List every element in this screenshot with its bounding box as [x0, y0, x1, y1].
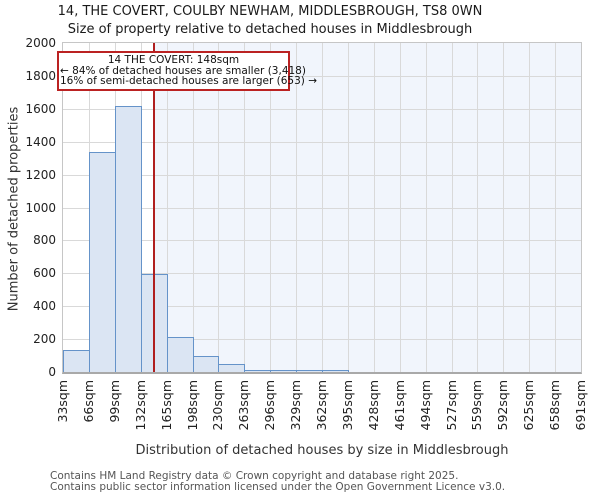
vertical-gridline [425, 43, 427, 372]
vertical-gridline [451, 43, 453, 372]
x-axis-label: Distribution of detached houses by size … [135, 443, 509, 458]
y-tick-label: 200 [33, 332, 56, 347]
chart-title: 14, THE COVERT, COULBY NEWHAM, MIDDLESBR… [57, 4, 483, 19]
vertical-gridline [322, 43, 323, 372]
histogram-bar [218, 364, 245, 372]
annotation-box: 14 THE COVERT: 148sqm ← 84% of detached … [57, 51, 317, 91]
x-tick-label: 658sqm [547, 380, 563, 431]
footer-attribution-line2: Contains public sector information licen… [50, 481, 506, 493]
x-tick-label: 395sqm [339, 380, 355, 431]
vertical-gridline [296, 43, 298, 372]
x-tick-label: 33sqm [55, 380, 70, 423]
y-tick-label: 1600 [25, 101, 56, 116]
annotation-property-size: 14 THE COVERT: 148sqm [107, 54, 240, 66]
x-tick-label: 165sqm [158, 380, 174, 431]
y-tick-label: 1200 [25, 167, 56, 182]
x-tick-label: 625sqm [521, 380, 537, 431]
vertical-gridline [270, 43, 272, 372]
vertical-gridline [529, 43, 531, 372]
footer-attribution-line1: Contains HM Land Registry data © Crown c… [50, 470, 459, 482]
y-tick-label: 2000 [25, 36, 56, 50]
y-tick-label: 0 [48, 365, 56, 379]
y-tick-label: 800 [33, 233, 56, 248]
x-tick-label: 559sqm [469, 380, 485, 431]
vertical-gridline [373, 43, 375, 372]
x-tick-label: 461sqm [391, 380, 407, 431]
y-tick-label: 400 [33, 299, 56, 314]
x-tick-label: 494sqm [417, 380, 433, 431]
histogram-bar [63, 350, 90, 372]
vertical-gridline [218, 43, 220, 372]
histogram-bar [322, 370, 349, 372]
x-tick-label: 132sqm [132, 380, 148, 431]
x-tick-label: 691sqm [573, 380, 588, 431]
x-tick-label: 592sqm [495, 380, 511, 431]
vertical-gridline [166, 43, 168, 372]
chart-subtitle: Size of property relative to detached ho… [67, 22, 473, 37]
plot-area: 14 THE COVERT: 148sqm ← 84% of detached … [57, 42, 582, 374]
y-tick-label: 600 [33, 266, 56, 281]
vertical-gridline [347, 43, 349, 372]
vertical-gridline [244, 43, 246, 372]
histogram-bar [167, 337, 194, 372]
x-tick-label: 362sqm [314, 380, 329, 431]
vertical-gridline [555, 43, 557, 372]
vertical-gridline [503, 43, 505, 372]
annotation-smaller-share: ← 84% of detached houses are smaller (3,… [60, 64, 306, 77]
vertical-gridline [399, 43, 401, 372]
vertical-gridline [477, 43, 479, 372]
y-tick-label: 1800 [25, 68, 56, 83]
x-tick-label: 66sqm [80, 380, 96, 423]
y-tick-label: 1400 [25, 134, 56, 149]
histogram-bar [115, 105, 142, 372]
x-tick-label: 527sqm [443, 380, 459, 431]
x-tick-label: 329sqm [288, 380, 304, 431]
y-tick-label: 1000 [25, 200, 56, 215]
histogram-bar [296, 370, 323, 372]
x-tick-label: 198sqm [184, 380, 200, 431]
vertical-gridline [192, 43, 194, 372]
histogram-bar [193, 355, 219, 372]
property-size-marker-line [152, 43, 155, 372]
x-tick-label: 428sqm [365, 380, 381, 431]
histogram-bar [244, 369, 271, 372]
x-tick-label: 99sqm [106, 380, 122, 423]
x-tick-label: 296sqm [262, 380, 278, 431]
annotation-larger-share: 16% of semi-detached houses are larger (… [60, 75, 317, 87]
histogram-bar [89, 151, 116, 372]
x-tick-label: 263sqm [236, 380, 252, 431]
histogram-bar [270, 370, 297, 372]
x-tick-label: 230sqm [210, 380, 226, 431]
